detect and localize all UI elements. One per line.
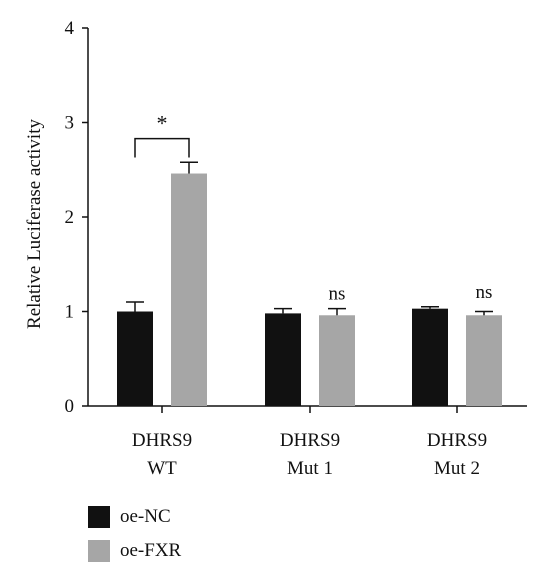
legend-swatch-oe-nc: [88, 506, 110, 528]
bar-oe-nc: [265, 313, 301, 406]
legend-swatch-oe-fxr: [88, 540, 110, 562]
significance-label: ns: [476, 282, 493, 303]
significance-bracket: [134, 137, 190, 158]
y-axis-label: Relative Luciferase activity: [24, 119, 45, 329]
bar-oe-fxr: [319, 315, 355, 406]
bar-chart: Relative Luciferase activity 0 1 2 3 4 * ns ns…: [24, 18, 527, 479]
legend-item-oe-nc: oe-NC: [88, 506, 181, 528]
legend-item-oe-fxr: oe-FXR: [88, 540, 181, 562]
bar-oe-fxr: [466, 315, 502, 406]
y-tick-label: 3: [65, 113, 75, 134]
x-tick-label: WT: [147, 458, 177, 479]
x-tick-label: DHRS9: [427, 430, 487, 451]
significance-label: ns: [329, 284, 346, 305]
x-tick-label: DHRS9: [132, 430, 192, 451]
legend-label: oe-FXR: [120, 540, 182, 561]
significance-label: *: [157, 111, 168, 136]
bar-oe-fxr: [171, 173, 207, 406]
legend: oe-NC oe-FXR: [88, 506, 181, 574]
y-tick-label: 2: [65, 207, 75, 228]
x-tick-label: DHRS9: [280, 430, 340, 451]
y-tick-label: 0: [65, 396, 75, 417]
bar-oe-nc: [117, 311, 153, 406]
x-tick-label: Mut 1: [287, 458, 333, 479]
y-tick-label: 1: [65, 302, 75, 323]
y-tick-label: 4: [65, 18, 75, 39]
bar-oe-nc: [412, 308, 448, 406]
x-tick-label: Mut 2: [434, 458, 480, 479]
legend-label: oe-NC: [120, 506, 171, 527]
